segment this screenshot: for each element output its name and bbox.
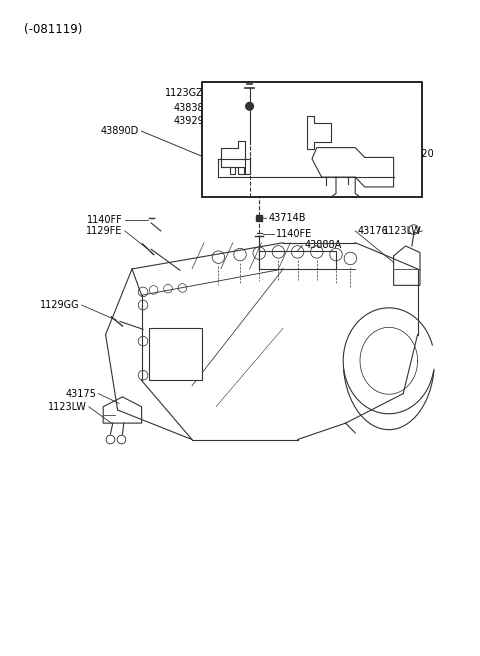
Bar: [149, 328, 202, 380]
Text: 1129GG: 1129GG: [39, 300, 79, 310]
Text: 43929: 43929: [173, 115, 204, 126]
Text: 43175: 43175: [65, 388, 96, 399]
Text: 43838: 43838: [173, 102, 204, 113]
Text: 43176: 43176: [358, 226, 388, 236]
Bar: [256, 215, 262, 220]
Circle shape: [246, 102, 253, 110]
Text: 43890D: 43890D: [101, 126, 139, 136]
Text: 43920: 43920: [403, 149, 434, 159]
Text: 1123LW: 1123LW: [48, 401, 86, 412]
Text: 43888A: 43888A: [305, 240, 342, 251]
Text: 1123LW: 1123LW: [383, 226, 422, 236]
Text: 1129FE: 1129FE: [86, 226, 122, 236]
Text: (-081119): (-081119): [24, 23, 83, 36]
Text: 1123GZ: 1123GZ: [165, 88, 204, 98]
Bar: [202, 82, 422, 197]
Text: 43714B: 43714B: [269, 213, 306, 224]
Text: 43929: 43929: [283, 93, 314, 104]
Text: 1140FF: 1140FF: [87, 215, 122, 225]
Text: 1140FE: 1140FE: [276, 229, 312, 239]
